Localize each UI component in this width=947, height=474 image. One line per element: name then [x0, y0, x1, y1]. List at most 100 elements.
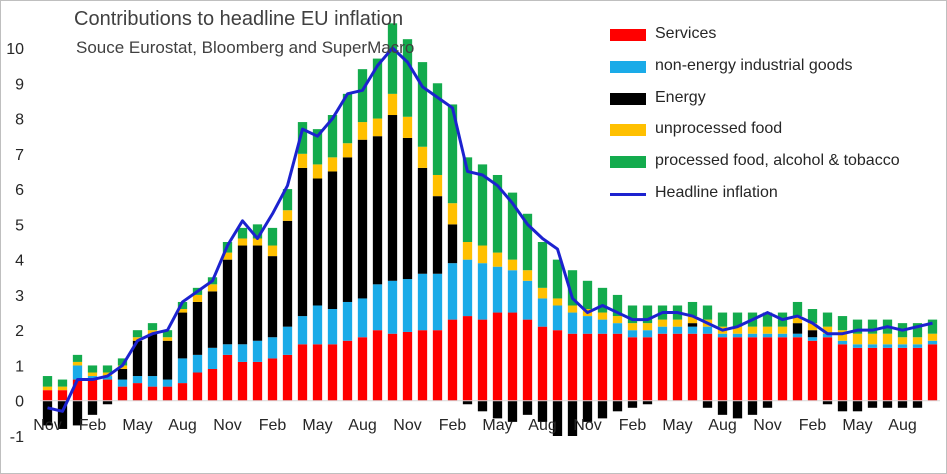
bar-segment-processed-food-alcohol-tobacco [762, 312, 773, 327]
bar-segment-non-energy-industrial-goods [912, 344, 923, 348]
bar-segment-services [117, 386, 128, 401]
y-tick-label: -1 [10, 429, 24, 446]
bar-segment-processed-food-alcohol-tobacco [72, 354, 83, 362]
x-tick-label: Nov [213, 417, 241, 434]
bar-segment-non-energy-industrial-goods [492, 266, 503, 313]
bar-segment-non-energy-industrial-goods [327, 309, 338, 345]
bar-segment-services [162, 386, 173, 401]
bar-segment-services [387, 333, 398, 401]
bar-segment-non-energy-industrial-goods [582, 316, 593, 334]
bar-segment-processed-food-alcohol-tobacco [312, 129, 323, 165]
bar-segment-unprocessed-food [387, 93, 398, 116]
bar-segment-unprocessed-food [447, 203, 458, 225]
bar-segment-non-energy-industrial-goods [267, 337, 278, 359]
x-tick-label: Feb [79, 417, 107, 434]
bar-segment-services [507, 312, 518, 401]
x-tick-label: May [302, 417, 332, 434]
bar-segment-non-energy-industrial-goods [477, 263, 488, 320]
bar-segment-energy [87, 400, 98, 415]
bar-segment-energy [357, 139, 368, 299]
bar-segment-services [57, 390, 68, 401]
bar-segment-energy [42, 400, 53, 426]
bar-segment-services [552, 330, 563, 401]
bar-segment-processed-food-alcohol-tobacco [687, 301, 698, 317]
bar-segment-unprocessed-food [312, 164, 323, 179]
bar-segment-non-energy-industrial-goods [252, 340, 263, 362]
bar-segment-unprocessed-food [657, 319, 668, 327]
bar-segment-processed-food-alcohol-tobacco [402, 39, 413, 117]
bar-segment-energy [282, 220, 293, 327]
bar-segment-services [492, 312, 503, 401]
bar-segment-non-energy-industrial-goods [222, 344, 233, 355]
bar-segment-services [267, 358, 278, 401]
bar-segment-unprocessed-food [822, 326, 833, 334]
bar-segment-unprocessed-food [222, 252, 233, 260]
bar-segment-services [537, 326, 548, 401]
bar-segment-processed-food-alcohol-tobacco [597, 287, 608, 313]
x-tick-label: Nov [393, 417, 421, 434]
bar-segment-unprocessed-food [747, 326, 758, 334]
bar-segment-energy [477, 400, 488, 412]
bar-segment-processed-food-alcohol-tobacco [612, 294, 623, 317]
bar-segment-energy [432, 196, 443, 274]
bar-segment-services [732, 337, 743, 401]
bar-segment-processed-food-alcohol-tobacco [372, 58, 383, 119]
bar-segment-non-energy-industrial-goods [612, 323, 623, 334]
y-tick-label: 6 [15, 182, 24, 199]
bar-segment-unprocessed-food [897, 337, 908, 345]
bar-segment-non-energy-industrial-goods [507, 270, 518, 313]
bar-segment-non-energy-industrial-goods [642, 330, 653, 338]
bar-segment-unprocessed-food [342, 143, 353, 158]
x-tick-label: Aug [888, 417, 916, 434]
bar-segment-services [312, 344, 323, 401]
x-axis-ticks: Nov Feb May Aug Nov Feb May Aug Nov Feb May Aug Nov F… [33, 417, 916, 434]
bar-segment-services [447, 319, 458, 401]
bar-segment-energy [207, 291, 218, 348]
bar-segment-services [642, 337, 653, 401]
bar-segment-unprocessed-food [762, 326, 773, 334]
bar-segment-services [147, 386, 158, 401]
bar-segment-services [807, 340, 818, 401]
bar-segment-processed-food-alcohol-tobacco [282, 189, 293, 211]
bar-segment-non-energy-industrial-goods [747, 333, 758, 338]
bar-segment-energy [192, 301, 203, 355]
bar-segment-services [237, 361, 248, 401]
legend-label-processed-food: processed food, alcohol & tobacco [655, 152, 900, 170]
bar-segment-energy [507, 400, 518, 422]
bar-segment-services [912, 347, 923, 401]
bar-segment-services [282, 354, 293, 401]
y-tick-label: 2 [15, 323, 24, 340]
bar-segment-processed-food-alcohol-tobacco [822, 312, 833, 327]
bar-segment-services [522, 319, 533, 401]
bar-segment-unprocessed-food [642, 323, 653, 331]
bar-segment-unprocessed-food [522, 270, 533, 281]
bar-segment-energy [867, 400, 878, 408]
bar-segment-unprocessed-food [72, 361, 83, 366]
bar-segment-non-energy-industrial-goods [102, 376, 113, 380]
bar-segment-non-energy-industrial-goods [777, 333, 788, 338]
bar-segment-processed-food-alcohol-tobacco [417, 62, 428, 147]
bar-segment-unprocessed-food [732, 326, 743, 334]
bar-segment-energy [582, 400, 593, 422]
bar-segment-processed-food-alcohol-tobacco [147, 323, 158, 331]
bar-segment-unprocessed-food [417, 146, 428, 168]
bar-segment-unprocessed-food [927, 333, 938, 341]
bar-segment-unprocessed-food [612, 316, 623, 324]
bar-segment-non-energy-industrial-goods [897, 344, 908, 348]
bar-segment-non-energy-industrial-goods [552, 305, 563, 331]
bar-segment-unprocessed-food [552, 298, 563, 306]
bar-segment-non-energy-industrial-goods [372, 284, 383, 331]
bar-segment-services [432, 330, 443, 401]
legend-line-headline [610, 192, 646, 196]
bar-segment-energy [252, 245, 263, 341]
bar-segment-unprocessed-food [402, 116, 413, 138]
bar-segment-energy [117, 368, 128, 380]
bar-segment-unprocessed-food [882, 333, 893, 345]
bar-segment-services [822, 337, 833, 401]
x-tick-label: May [842, 417, 872, 434]
bar-segment-non-energy-industrial-goods [717, 333, 728, 338]
y-tick-label: 9 [15, 76, 24, 93]
bar-segment-energy [342, 157, 353, 302]
bar-segment-unprocessed-food [837, 330, 848, 341]
